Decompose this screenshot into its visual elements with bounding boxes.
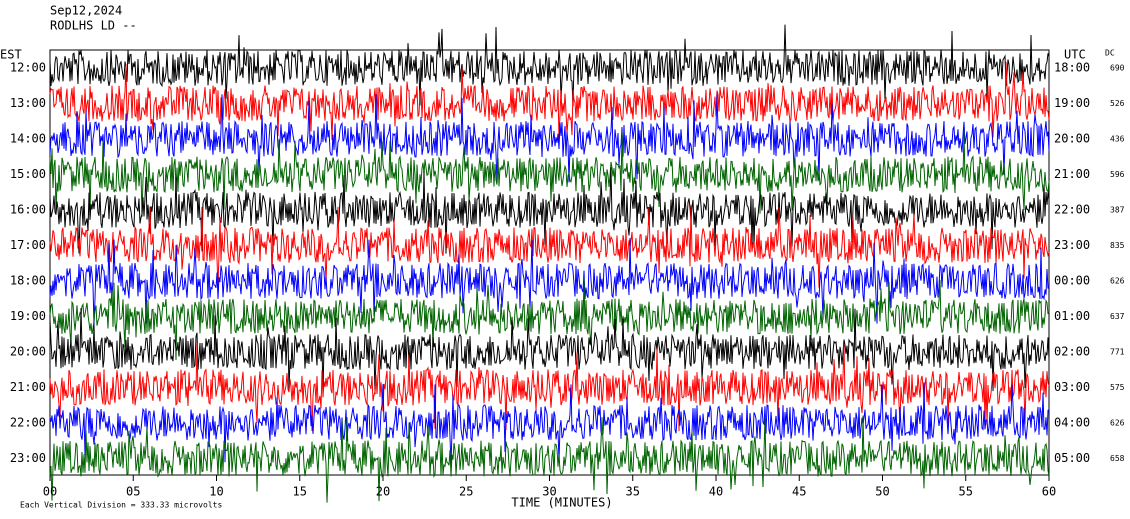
utc-label: 20:00 [1054,132,1090,146]
x-axis-title: TIME (MINUTES) [511,496,612,510]
utc-label: 19:00 [1054,96,1090,110]
trace [49,382,1050,465]
right-zone: UTC [1064,48,1086,62]
dc-value: 626 [1110,419,1125,428]
dc-value: 835 [1110,241,1125,250]
utc-label: 21:00 [1054,167,1090,181]
est-label: 13:00 [10,96,46,110]
x-tick-label: 20 [376,485,390,499]
est-label: 15:00 [10,167,46,181]
left-zone: EST [0,48,22,62]
dc-value: 387 [1110,206,1125,215]
est-label: 14:00 [10,132,46,146]
dc-label: DC [1105,49,1115,58]
trace [49,61,1050,141]
x-tick-label: 35 [626,485,640,499]
trace [49,308,1050,395]
footer: Each Vertical Division = 333.33 microvol… [20,501,222,510]
x-tick-label: 60 [1042,485,1056,499]
est-label: 16:00 [10,203,46,217]
header-line: Sep12,2024 [50,4,122,18]
utc-label: 05:00 [1054,451,1090,465]
utc-label: 23:00 [1054,238,1090,252]
utc-label: 00:00 [1054,274,1090,288]
dc-value: 575 [1110,383,1125,392]
x-tick-label: 15 [293,485,307,499]
dc-value: 637 [1110,312,1125,321]
dc-value: 626 [1110,277,1125,286]
est-label: 12:00 [10,61,46,75]
trace [49,237,1050,326]
x-tick-label: 40 [709,485,723,499]
header-line: RODLHS LD -- [50,19,137,33]
dc-value: 658 [1110,454,1125,463]
trace [49,278,1050,361]
est-label: 17:00 [10,238,46,252]
x-tick-label: 25 [459,485,473,499]
trace [49,204,1050,288]
x-tick-label: 30 [542,485,556,499]
est-label: 23:00 [10,451,46,465]
traces [49,24,1050,503]
est-label: 22:00 [10,416,46,430]
est-label: 20:00 [10,345,46,359]
trace [49,130,1050,217]
dc-value: 771 [1110,348,1125,357]
trace [49,415,1050,503]
utc-label: 04:00 [1054,416,1090,430]
x-tick-label: 45 [792,485,806,499]
dc-value: 690 [1110,64,1125,73]
x-tick-label: 05 [126,485,140,499]
trace [49,94,1050,184]
utc-label: 02:00 [1054,345,1090,359]
dc-value: 436 [1110,135,1125,144]
utc-label: 18:00 [1054,61,1090,75]
utc-label: 01:00 [1054,309,1090,323]
utc-label: 03:00 [1054,380,1090,394]
x-tick-label: 55 [959,485,973,499]
utc-label: 22:00 [1054,203,1090,217]
x-tick-label: 00 [43,485,57,499]
x-tick-label: 50 [875,485,889,499]
est-label: 21:00 [10,380,46,394]
trace [49,167,1050,254]
x-tick-label: 10 [209,485,223,499]
trace [49,24,1050,107]
dc-value: 596 [1110,170,1125,179]
est-label: 18:00 [10,274,46,288]
est-label: 19:00 [10,309,46,323]
dc-value: 526 [1110,99,1125,108]
